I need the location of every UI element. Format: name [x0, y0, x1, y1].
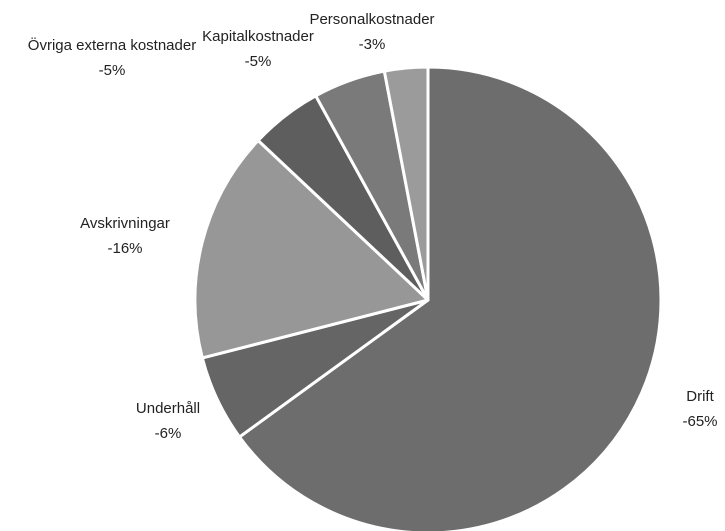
slice-value-label: -5% — [99, 62, 126, 79]
slice-value-label: -5% — [245, 53, 272, 70]
pie-slice — [193, 139, 430, 360]
slice-value-label: -16% — [107, 240, 142, 257]
pie-slice — [382, 65, 430, 302]
slice-label: Övriga externa kostnader — [28, 36, 196, 54]
slice-value-label: -65% — [682, 413, 717, 430]
slice-label: Underhåll — [136, 400, 200, 417]
slice-value-label: -6% — [155, 425, 182, 442]
slice-label: Personalkostnader — [309, 11, 434, 28]
slice-label: Kapitalkostnader — [202, 28, 314, 45]
slice-value-label: -3% — [359, 36, 386, 53]
slice-label: Drift — [686, 388, 714, 405]
slice-label: Avskrivningar — [80, 215, 170, 232]
pie-slice — [237, 65, 663, 531]
